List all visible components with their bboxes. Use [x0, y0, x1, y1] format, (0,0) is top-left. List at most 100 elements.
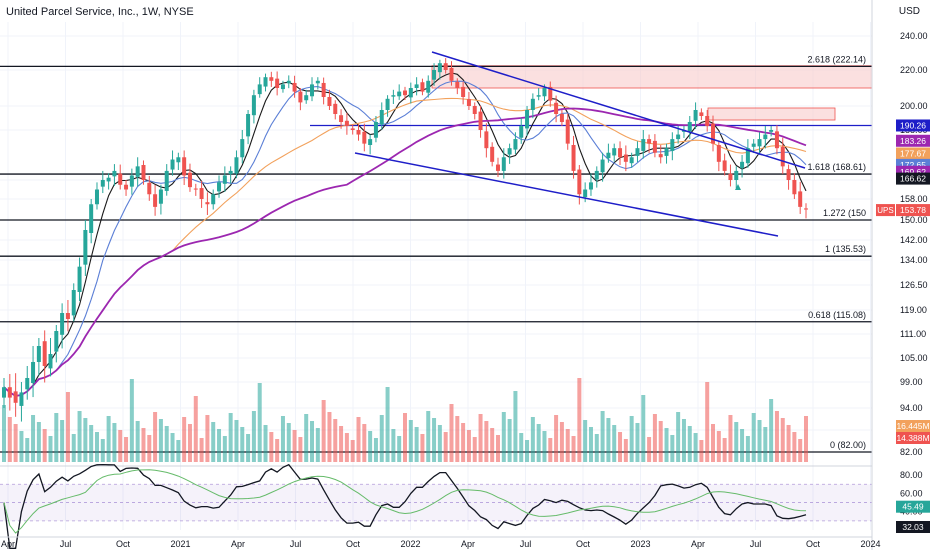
price-tick-label: 158.00	[900, 194, 928, 204]
fib-label: 2.618 (222.14)	[807, 54, 866, 64]
candle-body	[292, 82, 297, 92]
volume-bar	[804, 416, 808, 462]
candle-body	[565, 119, 570, 144]
candle-body	[60, 313, 65, 335]
volume-bar	[31, 415, 36, 462]
volume-bar	[385, 387, 390, 462]
candle-body	[246, 114, 251, 137]
candle-body	[437, 63, 442, 73]
volume-bar	[199, 438, 204, 462]
price-badge-label: 169.62	[900, 167, 926, 177]
chart-title: United Parcel Service, Inc., 1W, NYSE	[6, 6, 194, 18]
volume-bar	[153, 412, 158, 462]
candle-body	[594, 170, 599, 180]
candle-body	[391, 95, 396, 97]
candle-body	[722, 160, 727, 171]
candle-body	[513, 139, 518, 150]
candle-body	[501, 157, 506, 171]
volume-bar	[54, 413, 59, 462]
candle-body	[711, 123, 716, 144]
price-badge	[896, 172, 930, 185]
candle-body	[193, 188, 198, 190]
candle-body	[7, 387, 12, 398]
volume-bar	[530, 417, 535, 462]
volume-bar	[559, 422, 564, 462]
volume-bar	[321, 400, 326, 462]
candle-body	[217, 182, 222, 192]
price-tick-label: 99.00	[900, 377, 923, 387]
candle-body	[350, 128, 355, 130]
volume-bar	[745, 436, 750, 462]
candle-body	[449, 67, 454, 81]
price-tick-label: 119.00	[900, 305, 927, 315]
volume-bar	[234, 420, 239, 462]
volume-bar	[705, 382, 710, 462]
time-tick-label: Jul	[750, 539, 762, 549]
candle-body	[461, 86, 466, 97]
volume-bar	[577, 378, 582, 462]
candle-body	[251, 95, 256, 116]
volume-bar	[740, 429, 745, 462]
volume-bar	[112, 423, 117, 462]
candle-body	[234, 157, 239, 174]
candle-body	[519, 126, 524, 138]
volume-bar	[484, 421, 489, 462]
candle-body	[525, 110, 530, 129]
candle-body	[606, 152, 611, 159]
volume-bar	[461, 423, 466, 462]
volume-bar	[554, 415, 559, 462]
candle-body	[222, 175, 227, 184]
candle-body	[635, 148, 640, 156]
volume-bar	[217, 429, 222, 462]
volume-bar	[647, 437, 652, 462]
candle-body	[42, 341, 47, 366]
candle-body	[257, 84, 262, 95]
candle-body	[623, 154, 628, 162]
candle-body	[164, 170, 169, 191]
fib-label: 0.618 (115.08)	[808, 310, 866, 320]
candle-body	[670, 139, 675, 151]
volume-bar	[25, 438, 30, 462]
volume-bar	[19, 431, 24, 462]
rsi-tick-label: 80.00	[900, 470, 923, 480]
candle-body	[77, 266, 82, 292]
price-badge	[896, 119, 930, 132]
volume-badge	[896, 420, 930, 432]
candle-body	[170, 159, 175, 170]
time-tick-label: 2021	[170, 539, 190, 549]
volume-bar	[135, 421, 140, 462]
fib-label: 1 (135.53)	[825, 244, 866, 254]
ma-blue-line	[3, 80, 807, 397]
candle-body	[583, 189, 588, 198]
candle-body	[536, 95, 541, 97]
volume-bar	[339, 426, 344, 462]
volume-bar	[211, 422, 216, 462]
volume-bar	[623, 439, 628, 462]
volume-bar	[94, 432, 99, 462]
volume-bar	[652, 414, 657, 462]
candle-body	[641, 139, 646, 151]
price-tick-label: 142.00	[900, 235, 928, 245]
volume-bar	[432, 418, 437, 462]
candle-body	[211, 194, 216, 205]
volume-bar	[315, 428, 320, 462]
candle-body	[774, 131, 779, 149]
volume-badge-label: 14.388M	[896, 433, 929, 443]
candle-body	[769, 130, 774, 132]
volume-bar	[327, 412, 332, 462]
candle-body	[280, 84, 285, 90]
candle-body	[472, 106, 477, 114]
candle-body	[548, 86, 553, 101]
channel-lines	[354, 51, 806, 237]
candle-body	[804, 208, 808, 210]
volume-bar	[310, 421, 315, 462]
volume-bar	[333, 419, 338, 462]
volume-badge	[896, 432, 930, 444]
volume-bar	[251, 411, 256, 462]
volume-bar	[525, 440, 530, 462]
volume-bar	[420, 434, 425, 462]
volume-bar	[449, 404, 454, 462]
candle-body	[490, 146, 495, 162]
volume-bar	[612, 425, 617, 462]
